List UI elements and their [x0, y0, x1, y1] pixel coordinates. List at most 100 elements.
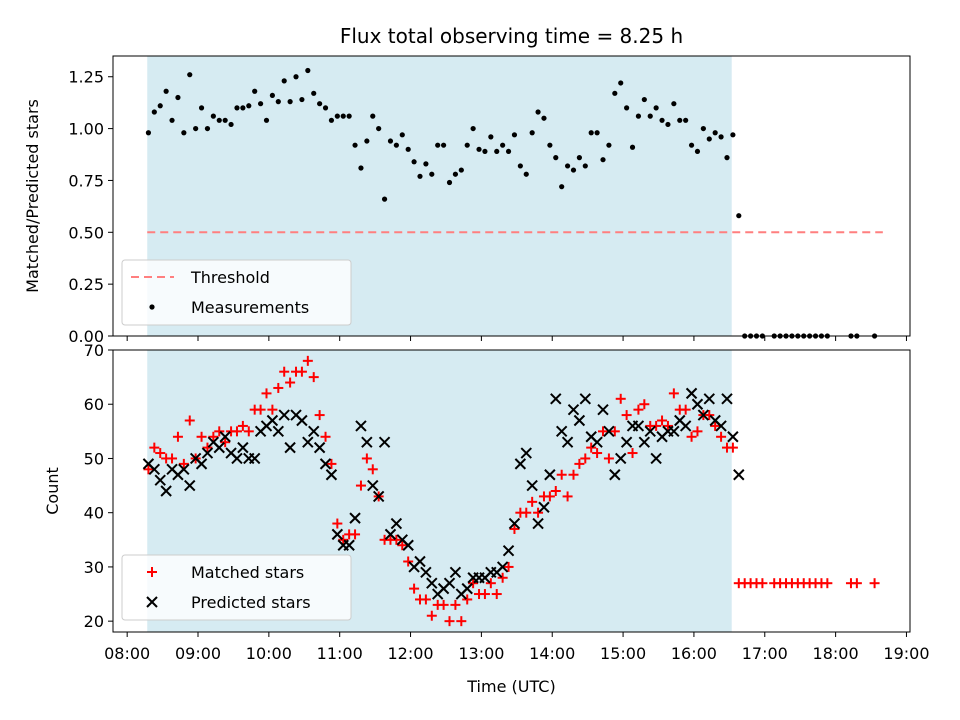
- measurement-point: [393, 142, 399, 148]
- predicted-star-point: [284, 441, 296, 454]
- matched-star-point: [391, 534, 402, 545]
- predicted-star-point-b: [644, 425, 656, 438]
- predicted-star-point-b: [414, 555, 426, 568]
- predicted-star-point-b: [727, 431, 739, 443]
- measurement-point: [228, 121, 234, 128]
- matched-star-point: [338, 534, 349, 545]
- matched-star-point: [255, 404, 266, 415]
- measurement-point: [328, 117, 335, 123]
- count-x-tick-label: 11:00: [317, 644, 363, 663]
- matched-star-point: [261, 388, 272, 399]
- measurement-point: [612, 90, 618, 96]
- predicted-star-point: [727, 431, 739, 443]
- predicted-star-point-b: [650, 452, 662, 465]
- ratio-y-tick-label: 0.75: [68, 171, 104, 190]
- predicted-star-point-b: [195, 458, 208, 470]
- predicted-star-point-b: [502, 544, 515, 557]
- measurement-point: [541, 115, 547, 121]
- matched-star-point: [556, 469, 567, 480]
- matched-star-point: [757, 578, 768, 589]
- predicted-star-point-b: [449, 566, 462, 579]
- predicted-star-point-b: [219, 431, 231, 443]
- predicted-star-point: [331, 528, 344, 541]
- predicted-star-point-b: [396, 534, 408, 546]
- matched-star-point: [479, 589, 490, 600]
- measurement-point: [441, 142, 447, 148]
- ratio-y-axis-label: Matched/Predicted stars: [23, 99, 42, 293]
- measurement-point: [222, 117, 228, 123]
- predicted-star-point-b: [296, 414, 308, 427]
- matched-star-point: [633, 404, 644, 415]
- measurement-point: [417, 173, 423, 179]
- predicted-star-point: [184, 479, 196, 492]
- measurement-point: [252, 88, 258, 94]
- predicted-star-point-b: [237, 441, 249, 454]
- predicted-star-point: [597, 403, 609, 416]
- measurement-point: [399, 132, 405, 138]
- measurement-point: [429, 171, 435, 177]
- count-x-tick-label: 09:00: [175, 644, 221, 663]
- ratio-y-tick-label: 1.25: [68, 68, 104, 87]
- matched-star-point: [320, 431, 331, 442]
- measurement-point: [411, 159, 417, 165]
- predicted-star-point: [496, 561, 509, 573]
- count-x-tick-label: 17:00: [742, 644, 788, 663]
- measurement-point: [677, 117, 683, 123]
- matched-star-point: [716, 431, 727, 442]
- matched-star-point: [491, 589, 502, 600]
- measurement-point: [712, 130, 718, 136]
- matched-star-point: [444, 616, 455, 627]
- matched-star-point: [639, 399, 650, 410]
- predicted-star-point-b: [715, 420, 727, 432]
- matched-star-point: [149, 442, 160, 453]
- predicted-star-point: [367, 479, 379, 492]
- ratio-x-ticks: [126, 336, 907, 341]
- predicted-star-point: [650, 452, 662, 465]
- matched-star-point: [580, 453, 591, 464]
- predicted-star-point: [201, 447, 214, 459]
- matched-star-point: [308, 372, 319, 383]
- measurement-point: [181, 130, 187, 136]
- measurement-point: [358, 165, 364, 171]
- count-x-tick-label: 10:00: [246, 644, 292, 663]
- matched-star-point: [598, 426, 609, 437]
- matched-star-point: [710, 420, 721, 431]
- predicted-star-point: [638, 436, 651, 448]
- measurement-point: [370, 113, 376, 119]
- measurement-point: [624, 105, 630, 111]
- count-legend-box: [121, 554, 352, 621]
- count-legend: Matched stars Predicted stars: [121, 554, 352, 621]
- count-y-tick-label: 20: [84, 612, 104, 631]
- predicted-star-point: [609, 469, 621, 481]
- measurement-point: [730, 132, 736, 138]
- measurement-points: [145, 67, 878, 339]
- predicted-star-point: [668, 425, 680, 438]
- predicted-star-point-b: [207, 436, 220, 448]
- legend-matched-label: Matched stars: [191, 563, 304, 582]
- predicted-star-point: [378, 436, 391, 448]
- measurement-point: [500, 142, 506, 148]
- predicted-star-point-b: [248, 452, 261, 465]
- measurement-point: [553, 155, 559, 161]
- matched-star-point: [155, 448, 166, 459]
- predicted-star-point: [384, 528, 397, 541]
- matched-star-point: [403, 556, 414, 567]
- ratio-axes-frame: [112, 55, 911, 337]
- predicted-star-point-b: [550, 393, 562, 405]
- matched-star-point: [361, 453, 372, 464]
- matched-star-point: [172, 431, 183, 442]
- predicted-star-point: [526, 479, 538, 492]
- matched-star-point: [243, 426, 254, 437]
- matched-star-point: [237, 420, 248, 431]
- matched-star-point: [533, 507, 544, 518]
- matched-star-point: [279, 366, 290, 377]
- legend-measurements-swatch: [149, 304, 155, 310]
- predicted-star-point: [508, 517, 521, 530]
- matched-star-point: [651, 420, 662, 431]
- measurement-point: [145, 130, 152, 136]
- measurement-point: [364, 138, 370, 144]
- measurement-point: [317, 101, 323, 107]
- predicted-star-point-b: [520, 447, 532, 459]
- count-y-tick-label: 50: [84, 449, 104, 468]
- count-y-tick-label: 60: [84, 395, 104, 414]
